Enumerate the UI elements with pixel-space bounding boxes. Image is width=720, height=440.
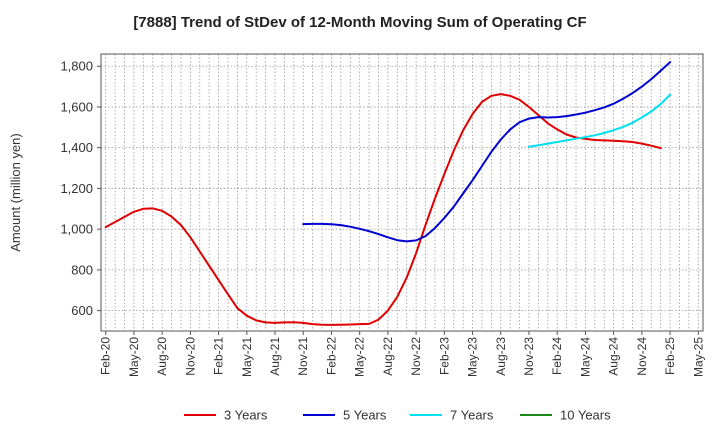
x-tick-label: Aug-21: [268, 337, 282, 376]
legend-label: 5 Years: [343, 408, 387, 423]
x-tick-label: Feb-21: [212, 337, 226, 375]
x-tick-label: May-25: [691, 337, 705, 377]
legend-label: 7 Years: [450, 408, 494, 423]
x-tick-label: Nov-24: [635, 337, 649, 376]
x-tick-label: Aug-22: [381, 337, 395, 376]
x-tick-label: Nov-20: [183, 337, 197, 376]
plot-area: [101, 54, 703, 331]
series-line-5-years: [302, 61, 672, 243]
x-tick-label: Feb-22: [324, 337, 338, 375]
y-tick-label: 600: [71, 303, 93, 318]
series-lines: [104, 61, 672, 326]
y-tick-label: 1,000: [60, 222, 93, 237]
legend-label: 10 Years: [560, 408, 611, 423]
x-tick-label: Nov-21: [296, 337, 310, 376]
y-tick-label: 1,400: [60, 140, 93, 155]
y-axis-ticks: 600 800 1,000 1,200 1,400 1,600 1,800: [60, 59, 101, 318]
x-tick-label: Aug-24: [607, 337, 621, 376]
x-tick-label: Aug-23: [494, 337, 508, 376]
series-line-7-years: [528, 93, 672, 148]
x-tick-label: Nov-22: [409, 337, 423, 376]
x-tick-label: May-21: [240, 337, 254, 377]
plot-frame: [100, 53, 704, 332]
legend: 3 Years 5 Years 7 Years 10 Years: [184, 408, 611, 423]
x-tick-label: Feb-23: [437, 337, 451, 375]
y-tick-label: 800: [71, 262, 93, 277]
x-tick-label: May-23: [466, 337, 480, 377]
chart-title: [7888] Trend of StDev of 12-Month Moving…: [133, 14, 587, 31]
x-tick-label: Feb-25: [663, 337, 677, 375]
x-tick-label: Feb-24: [550, 337, 564, 375]
y-tick-label: 1,800: [60, 59, 93, 74]
x-tick-label: May-24: [578, 337, 592, 377]
grid-lines: [101, 54, 703, 331]
y-tick-label: 1,200: [60, 181, 93, 196]
x-tick-label: May-20: [127, 337, 141, 377]
series-line-3-years: [104, 93, 662, 326]
legend-label: 3 Years: [224, 408, 268, 423]
x-tick-label: Aug-20: [155, 337, 169, 376]
x-tick-label: May-22: [353, 337, 367, 377]
x-tick-label: Feb-20: [99, 337, 113, 375]
x-tick-label: Nov-23: [522, 337, 536, 376]
x-axis-ticks: Feb-20 May-20 Aug-20 Nov-20 Feb-21 May-21 Aug-…: [99, 331, 705, 377]
y-tick-label: 1,600: [60, 99, 93, 114]
y-axis-label: Amount (million yen): [8, 133, 23, 252]
